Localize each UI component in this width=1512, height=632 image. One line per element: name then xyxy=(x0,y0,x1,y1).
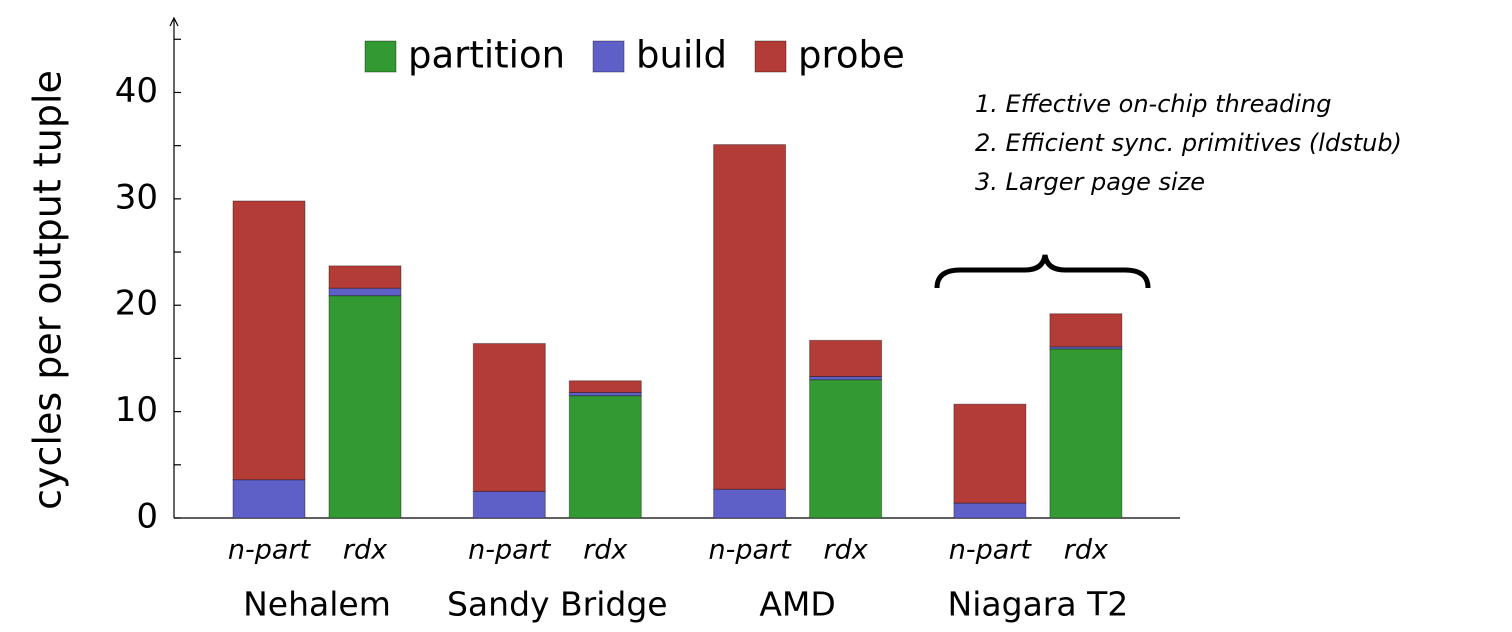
bar-segment xyxy=(472,490,546,519)
legend-swatch xyxy=(592,40,625,73)
bar-segment xyxy=(1049,313,1123,348)
group-label: Nehalem xyxy=(243,585,391,624)
bar-segment xyxy=(568,380,642,393)
group-label: AMD xyxy=(759,585,835,624)
bar-segment xyxy=(1049,348,1123,519)
bar-segment xyxy=(953,403,1027,504)
x-tick-label: rdx xyxy=(1064,535,1109,566)
x-tick-label: n-part xyxy=(949,535,1033,566)
y-tick-label: 30 xyxy=(115,177,158,217)
legend-label: build xyxy=(636,34,727,77)
x-tick-label: rdx xyxy=(343,535,388,566)
bar-segment xyxy=(568,395,642,519)
bar-segment xyxy=(809,376,883,381)
x-tick-label: n-part xyxy=(708,535,792,566)
bar-segment xyxy=(713,144,787,490)
y-tick-label: 0 xyxy=(136,497,158,537)
bar-segment xyxy=(232,479,306,519)
legend-swatch xyxy=(754,40,787,73)
annotation: 1. Effective on-chip threading xyxy=(975,90,1331,118)
bar-segment xyxy=(809,339,883,378)
bar-segment xyxy=(472,343,546,492)
bar-segment xyxy=(328,295,402,519)
x-tick-label: rdx xyxy=(823,535,868,566)
bar-segment xyxy=(328,287,402,297)
legend-label: probe xyxy=(798,34,905,77)
legend-label: partition xyxy=(408,34,565,77)
bar-segment xyxy=(809,379,883,519)
y-axis-label: cycles per output tuple xyxy=(26,70,70,510)
legend-swatch xyxy=(364,40,397,73)
annotation: 2. Efficient sync. primitives (ldstub) xyxy=(975,129,1402,157)
bar-segment xyxy=(713,488,787,519)
bar-segment xyxy=(232,200,306,481)
group-label: Sandy Bridge xyxy=(447,585,668,624)
y-tick-label: 20 xyxy=(115,284,158,324)
x-tick-label: n-part xyxy=(468,535,552,566)
x-tick-label: rdx xyxy=(583,535,628,566)
brace xyxy=(934,254,1151,289)
y-tick-label: 40 xyxy=(115,71,158,111)
bar-segment xyxy=(953,502,1027,519)
y-tick-label: 10 xyxy=(115,390,158,430)
x-tick-label: n-part xyxy=(228,535,312,566)
annotation: 3. Larger page size xyxy=(975,168,1205,196)
y-axis-arrow xyxy=(169,16,179,27)
bar-segment xyxy=(328,265,402,289)
group-label: Niagara T2 xyxy=(948,585,1129,624)
